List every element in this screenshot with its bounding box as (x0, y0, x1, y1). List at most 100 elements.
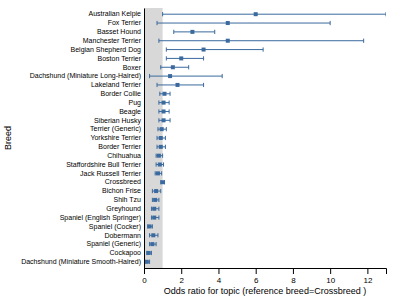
point (159, 145, 163, 149)
y-tick-label: Dachshund (Miniature Long-Haired) (30, 72, 141, 80)
point (156, 171, 160, 175)
error-cap-high (165, 145, 166, 149)
point (153, 198, 157, 202)
x-tick-mark (256, 268, 257, 274)
y-tick: Terrier (Generic) (90, 125, 144, 133)
marks (144, 8, 386, 268)
point (151, 233, 155, 237)
y-tick: Boston Terrier (98, 55, 144, 62)
error-cap-high (158, 215, 159, 219)
shaded-span (144, 8, 163, 268)
point (190, 30, 194, 34)
error-cap-low (158, 109, 159, 113)
y-tick: Greyhound (106, 205, 144, 213)
error-bar (157, 23, 330, 24)
error-cap-high (363, 39, 364, 43)
y-tick-label: Terrier (Generic) (90, 125, 141, 133)
error-cap-high (170, 118, 171, 122)
row (150, 74, 223, 78)
error-cap-low (159, 92, 160, 96)
x-tick-mark (181, 268, 182, 274)
error-cap-low (151, 215, 152, 219)
y-tick: Siberian Husky (94, 117, 144, 125)
error-cap-high (163, 162, 164, 166)
x-tick-label: 6 (254, 276, 259, 285)
error-cap-high (214, 30, 215, 34)
error-cap-low (157, 21, 158, 25)
error-cap-low (149, 74, 150, 78)
error-cap-low (156, 162, 157, 166)
point (162, 118, 166, 122)
error-cap-high (151, 251, 152, 255)
row (152, 198, 159, 202)
x-tick-label: 4 (217, 276, 222, 285)
y-tick-label: Australian Kelpie (88, 10, 141, 18)
point (254, 12, 258, 16)
row (166, 56, 203, 60)
row (151, 207, 158, 211)
row (157, 145, 165, 149)
y-tick-label: Boston Terrier (98, 55, 142, 62)
point (160, 127, 164, 131)
row (147, 251, 152, 255)
y-axis-title: Breed (3, 126, 13, 150)
chart-svg: 024681012Australian KelpieFox TerrierBas… (0, 0, 400, 300)
x-tick-mark (293, 268, 294, 274)
y-tick: Bichon Frise (102, 187, 144, 194)
y-tick-label: Spaniel (Generic) (87, 240, 141, 248)
point (152, 216, 156, 220)
x-tick-mark (330, 268, 331, 274)
error-cap-low (149, 242, 150, 246)
y-tick: Cockapoo (109, 249, 144, 257)
error-cap-high (158, 207, 159, 211)
x-tick-label: 12 (363, 276, 372, 285)
error-cap-low (157, 136, 158, 140)
x-tick: 10 (326, 268, 335, 285)
point (148, 224, 152, 228)
y-tick: Yorkshire Terrier (90, 134, 144, 141)
y-tick: Crossbreed (105, 178, 144, 185)
row (161, 180, 165, 184)
row (174, 30, 215, 34)
point (162, 92, 166, 96)
y-tick-label: Crossbreed (105, 178, 141, 185)
error-cap-high (170, 92, 171, 96)
row (145, 260, 150, 264)
error-cap-high (203, 56, 204, 60)
row (156, 154, 163, 158)
error-cap-low (166, 47, 167, 51)
y-tick: Border Terrier (98, 143, 144, 150)
point (226, 39, 230, 43)
error-cap-low (158, 118, 159, 122)
error-cap-low (166, 56, 167, 60)
error-cap-low (156, 154, 157, 158)
error-cap-high (203, 83, 204, 87)
y-tick-label: Basset Hound (97, 28, 141, 35)
x-axis-title: Odds ratio for topic (reference breed=Cr… (164, 286, 366, 296)
x-tick: 12 (363, 268, 372, 285)
error-cap-high (169, 109, 170, 113)
error-cap-low (157, 145, 158, 149)
error-cap-high (152, 224, 153, 228)
x-axis: 024681012 (142, 268, 386, 285)
row (157, 83, 204, 87)
y-tick-label: Staffordshire Bull Terrier (66, 161, 141, 168)
row (161, 65, 189, 69)
y-tick: Spaniel (Generic) (87, 240, 144, 248)
row (148, 224, 153, 228)
error-bar (150, 76, 223, 77)
y-tick-label: Bichon Frise (102, 187, 141, 194)
point (162, 101, 166, 105)
y-tick: Manchester Terrier (83, 37, 144, 44)
error-cap-high (156, 242, 157, 246)
error-cap-low (152, 189, 153, 193)
point (158, 163, 162, 167)
x-tick: 0 (142, 268, 147, 285)
row (158, 127, 166, 131)
y-tick-label: Spaniel (English Springer) (60, 214, 141, 222)
row (159, 109, 169, 113)
y-tick-label: Siberian Husky (94, 117, 142, 125)
y-tick-label: Dachshund (Miniature Smooth-Haired) (21, 258, 141, 266)
x-tick-mark (144, 268, 145, 274)
point (147, 251, 151, 255)
